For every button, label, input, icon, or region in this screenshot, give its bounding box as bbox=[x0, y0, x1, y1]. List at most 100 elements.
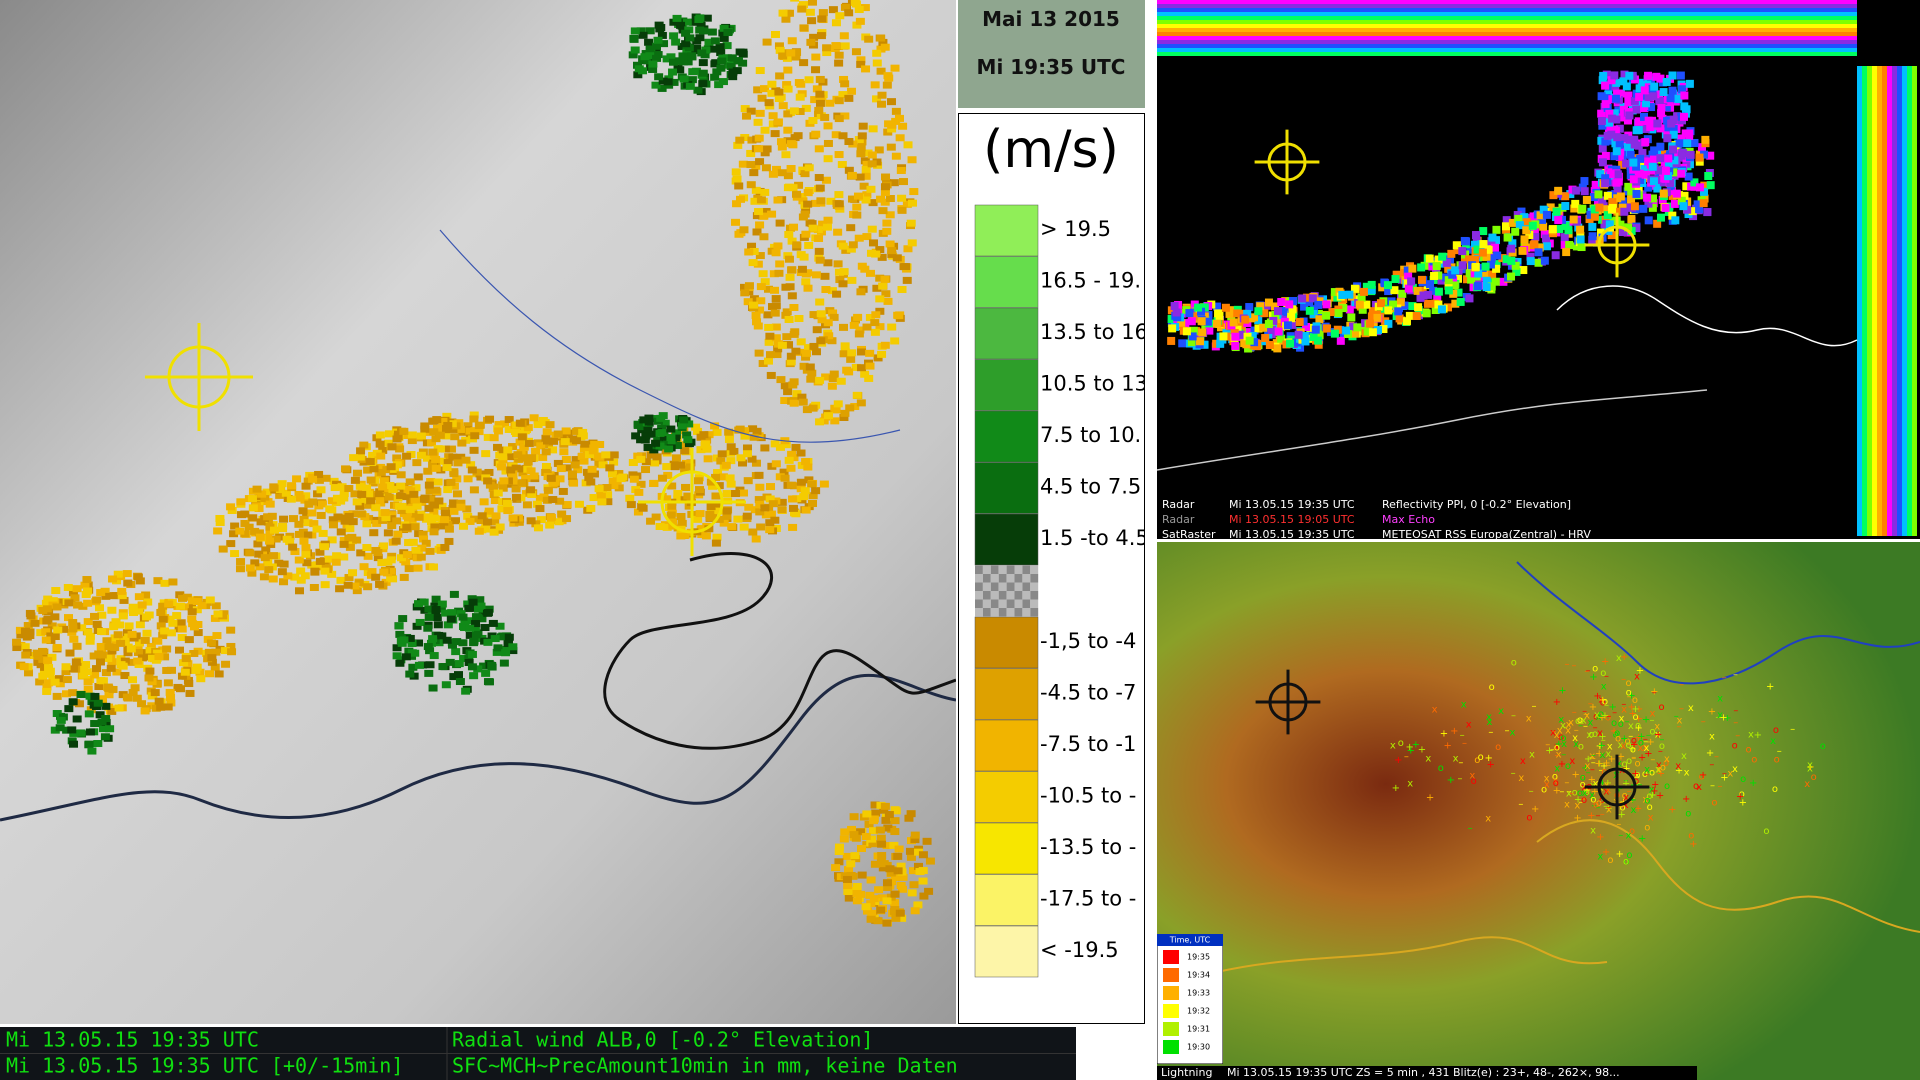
radar-pixel bbox=[424, 669, 434, 677]
radar-pixel bbox=[252, 485, 262, 493]
lightning-mark: o bbox=[1575, 716, 1581, 727]
lightning-mark: o bbox=[1693, 781, 1699, 792]
radar-pixel bbox=[693, 427, 703, 435]
radar-pixel bbox=[889, 841, 899, 849]
radar-pixel bbox=[1605, 109, 1614, 118]
radar-pixel bbox=[682, 18, 692, 26]
radar-pixel bbox=[751, 162, 761, 170]
radar-pixel bbox=[328, 521, 338, 529]
radar-pixel bbox=[1653, 119, 1662, 128]
radar-pixel bbox=[858, 122, 868, 130]
radar-pixel bbox=[513, 451, 523, 459]
lightning-mark: – bbox=[1581, 771, 1586, 782]
lightning-mark: + bbox=[1589, 672, 1597, 683]
radar-pixel bbox=[710, 73, 720, 81]
legend-nodata bbox=[1014, 599, 1023, 608]
radar-pixel bbox=[834, 268, 844, 276]
radar-pixel bbox=[1194, 303, 1203, 312]
radar-pixel bbox=[321, 561, 331, 569]
radar-pixel bbox=[893, 867, 903, 875]
radar-pixel bbox=[1607, 231, 1616, 240]
radar-pixel bbox=[501, 467, 511, 475]
radar-pixel bbox=[83, 628, 93, 636]
lightning-mark: + bbox=[1646, 737, 1654, 748]
radar-pixel bbox=[101, 669, 111, 677]
radar-pixel bbox=[44, 679, 54, 687]
radar-pixel bbox=[451, 648, 461, 656]
lightning-mark: x bbox=[1564, 799, 1570, 810]
radar-pixel bbox=[1644, 93, 1653, 102]
lightning-time: 19:34 bbox=[1187, 971, 1210, 980]
radar-pixel bbox=[374, 493, 384, 501]
radar-pixel bbox=[691, 423, 701, 431]
radar-pixel bbox=[1367, 312, 1376, 321]
radar-pixel bbox=[168, 619, 178, 627]
radar-pixel bbox=[814, 247, 824, 255]
lightning-mark: + bbox=[1598, 741, 1606, 752]
radar-pixel bbox=[1596, 170, 1605, 179]
radar-pixel bbox=[184, 636, 194, 644]
radar-pixel bbox=[1601, 179, 1610, 188]
radar-pixel bbox=[640, 436, 650, 444]
lightning-mark: o bbox=[1592, 729, 1598, 740]
radar-pixel bbox=[918, 851, 928, 859]
lightning-mark: o bbox=[1649, 726, 1655, 737]
radar-pixel bbox=[1608, 114, 1617, 123]
radar-pixel bbox=[851, 0, 861, 8]
radar-pixel bbox=[113, 631, 123, 639]
radar-pixel bbox=[854, 6, 864, 14]
radar-pixel bbox=[797, 193, 807, 201]
radar-pixel bbox=[1706, 181, 1715, 190]
radar-pixel bbox=[1511, 227, 1520, 236]
radar-pixel bbox=[636, 455, 646, 463]
radar-pixel bbox=[771, 295, 781, 303]
radar-pixel bbox=[12, 638, 22, 646]
radar-pixel bbox=[300, 496, 310, 504]
radar-pixel bbox=[488, 619, 498, 627]
radar-pixel bbox=[1663, 134, 1672, 143]
lightning-mark: o bbox=[1688, 831, 1694, 842]
radar-pixel bbox=[1657, 213, 1666, 222]
lightning-mark: x bbox=[1649, 785, 1655, 796]
radar-pixel bbox=[846, 87, 856, 95]
radar-pixel bbox=[431, 486, 441, 494]
radar-pixel bbox=[470, 623, 480, 631]
radar-pixel bbox=[605, 464, 615, 472]
radar-pixel bbox=[833, 400, 843, 408]
radar-pixel bbox=[392, 517, 402, 525]
radar-pixel bbox=[508, 643, 518, 651]
radar-pixel bbox=[783, 172, 793, 180]
radar-pixel bbox=[476, 516, 486, 524]
radar-pixel bbox=[1245, 336, 1254, 345]
radar-pixel bbox=[1605, 118, 1614, 127]
radar-pixel bbox=[787, 450, 797, 458]
radar-pixel bbox=[97, 611, 107, 619]
radar-pixel bbox=[1384, 319, 1393, 328]
radar-pixel bbox=[681, 29, 691, 37]
radar-pixel bbox=[1178, 339, 1187, 348]
radar-pixel bbox=[1395, 314, 1404, 323]
radar-pixel bbox=[851, 363, 861, 371]
radar-pixel bbox=[633, 421, 643, 429]
radar-pixel bbox=[867, 835, 877, 843]
radar-pixel bbox=[1378, 283, 1387, 292]
radar-pixel bbox=[886, 869, 896, 877]
lightning-mark: o bbox=[1820, 741, 1826, 752]
radar-pixel bbox=[204, 648, 214, 656]
radar-pixel bbox=[387, 522, 397, 530]
lightning-mark: + bbox=[1485, 753, 1493, 764]
radar-pixel bbox=[881, 290, 891, 298]
radar-pixel bbox=[1639, 204, 1648, 213]
radar-pixel bbox=[890, 890, 900, 898]
radar-pixel bbox=[653, 51, 663, 59]
radar-pixel bbox=[774, 42, 784, 50]
radar-pixel bbox=[68, 698, 78, 706]
radar-pixel bbox=[593, 452, 603, 460]
radar-pixel bbox=[844, 368, 854, 376]
radar-pixel bbox=[576, 433, 586, 441]
radar-pixel bbox=[762, 38, 772, 46]
radar-pixel bbox=[412, 459, 422, 467]
strip bbox=[1157, 40, 1857, 44]
radar-pixel bbox=[526, 467, 536, 475]
radar-pixel bbox=[375, 488, 385, 496]
